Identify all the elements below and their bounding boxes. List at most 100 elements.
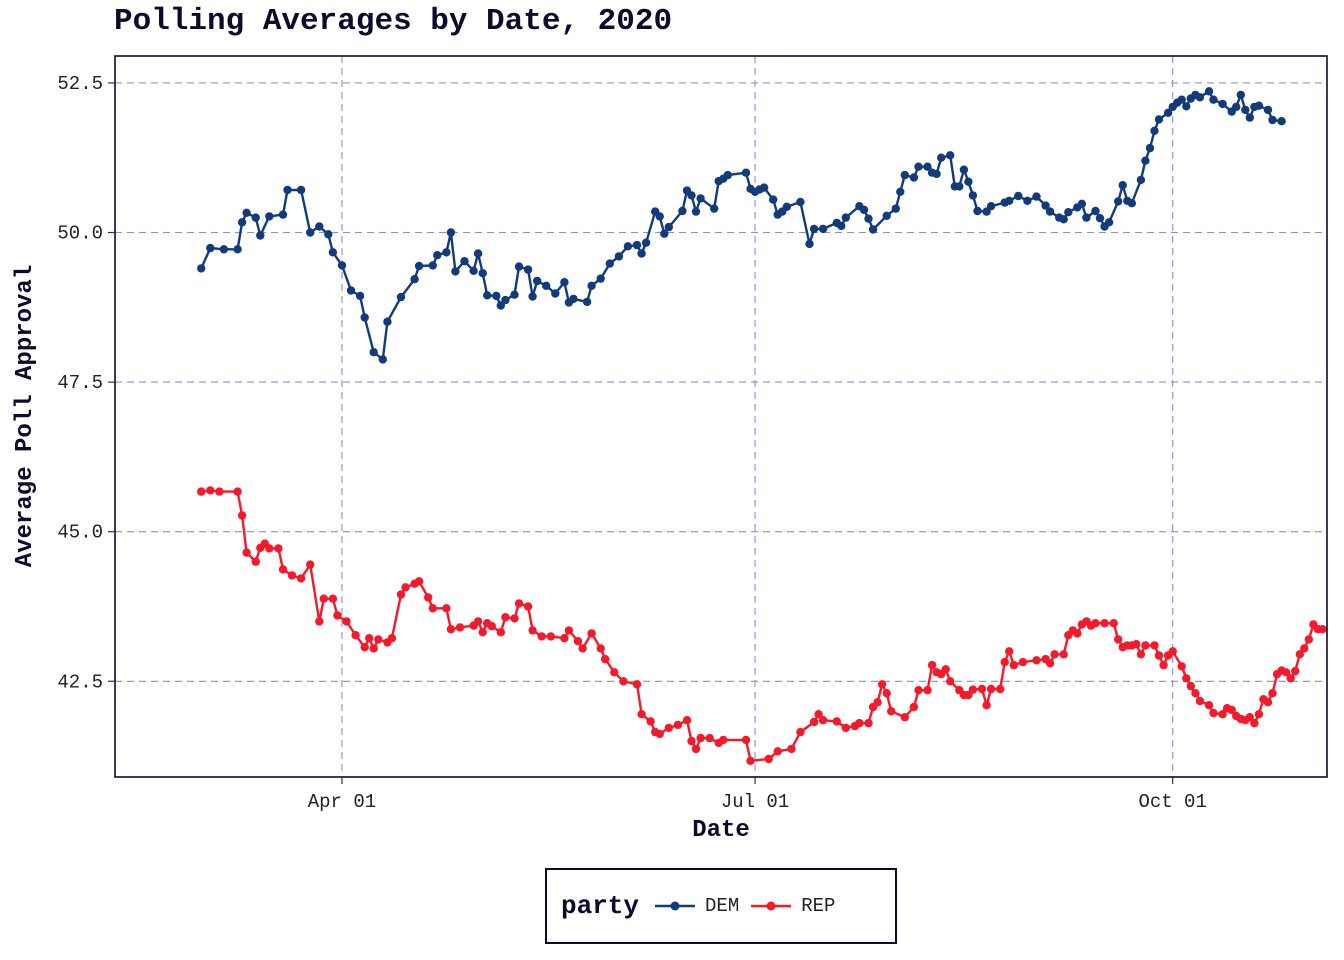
data-point-rep: [673, 720, 683, 730]
data-point-dem: [932, 169, 941, 179]
data-point-rep: [360, 643, 369, 652]
data-point-dem: [433, 251, 442, 260]
data-point-dem: [1045, 207, 1055, 216]
data-point-rep: [206, 486, 215, 495]
data-point-dem: [383, 317, 392, 326]
data-point-rep: [523, 602, 533, 611]
data-point-rep: [818, 716, 828, 725]
data-point-rep: [1159, 660, 1168, 670]
data-point-dem: [1064, 208, 1073, 217]
data-point-rep: [1136, 650, 1146, 659]
data-point-rep: [1191, 689, 1200, 698]
data-point-dem: [1023, 196, 1032, 205]
legend-item-rep: REP: [749, 895, 835, 917]
data-point-dem: [1218, 99, 1227, 109]
data-point-dem: [1163, 108, 1173, 118]
data-point-rep: [265, 544, 274, 553]
data-point-rep: [446, 625, 456, 634]
data-point-dem: [569, 294, 578, 304]
data-point-rep: [855, 718, 864, 728]
data-point-rep: [1059, 650, 1068, 659]
data-point-dem: [1114, 197, 1123, 206]
data-point-rep: [374, 635, 383, 644]
data-point-dem: [596, 274, 605, 283]
data-point-dem: [710, 204, 719, 213]
data-point-dem: [1082, 213, 1091, 222]
data-point-dem: [655, 212, 664, 221]
data-point-dem: [428, 261, 437, 270]
data-point-rep: [773, 747, 782, 756]
data-point-rep: [319, 594, 328, 603]
data-point-rep: [982, 701, 991, 710]
data-point-dem: [946, 151, 955, 160]
data-point-dem: [328, 248, 338, 257]
data-point-rep: [986, 684, 996, 694]
data-point-rep: [1032, 656, 1041, 665]
data-point-rep: [578, 644, 587, 653]
data-point-rep: [1295, 650, 1305, 659]
data-point-rep: [1186, 681, 1196, 691]
data-point-rep: [1209, 708, 1218, 718]
series-lines: [197, 87, 1327, 765]
data-point-dem: [1041, 201, 1050, 210]
data-point-dem: [1209, 95, 1218, 104]
data-point-dem: [759, 183, 769, 192]
data-point-rep: [873, 698, 882, 707]
data-point-dem: [696, 194, 705, 203]
data-point-dem: [460, 257, 469, 266]
data-point-rep: [1073, 629, 1082, 638]
data-point-rep: [1250, 718, 1259, 728]
data-point-dem: [1263, 105, 1273, 115]
data-point-rep: [510, 614, 519, 623]
data-point-rep: [841, 723, 850, 733]
data-point-rep: [1204, 701, 1214, 710]
data-point-rep: [682, 716, 692, 725]
data-point-rep: [478, 628, 487, 637]
data-point-dem: [1150, 126, 1159, 135]
data-point-dem: [446, 228, 456, 237]
data-point-rep: [496, 628, 505, 637]
data-point-rep: [746, 756, 755, 765]
legend-label-rep: REP: [801, 895, 836, 917]
data-point-dem: [691, 207, 701, 216]
data-point-rep: [1218, 710, 1227, 719]
data-point-rep: [1291, 666, 1300, 676]
data-point-rep: [809, 717, 819, 727]
data-point-rep: [560, 634, 569, 643]
data-point-dem: [1268, 115, 1277, 125]
data-point-rep: [1018, 657, 1028, 667]
grid-lines: [115, 56, 1327, 777]
data-point-dem: [265, 212, 274, 221]
data-point-dem: [923, 162, 932, 171]
legend-title: party: [561, 891, 640, 921]
data-point-dem: [469, 266, 478, 275]
data-point-rep: [1318, 625, 1327, 634]
data-point-rep: [619, 677, 628, 686]
data-point-rep: [655, 729, 664, 739]
data-point-dem: [473, 249, 483, 258]
data-point-dem: [1195, 93, 1205, 102]
data-point-rep: [333, 611, 342, 620]
data-point-dem: [632, 240, 642, 250]
data-point-dem: [242, 208, 251, 217]
data-point-rep: [1009, 660, 1018, 670]
data-point-rep: [996, 684, 1005, 694]
data-point-dem: [900, 170, 909, 180]
data-point-rep: [537, 632, 546, 641]
legend-key-dem: [655, 901, 696, 911]
data-point-dem: [1236, 90, 1246, 100]
y-tick-label: 47.5: [57, 372, 103, 394]
data-point-dem: [1014, 191, 1023, 201]
y-tick-label: 42.5: [57, 671, 103, 693]
data-point-rep: [1300, 644, 1309, 653]
data-point-rep: [487, 622, 496, 631]
data-point-rep: [1154, 651, 1164, 660]
data-point-rep: [696, 733, 705, 743]
data-point-rep: [401, 583, 410, 592]
data-point-rep: [1150, 641, 1159, 650]
data-point-dem: [986, 202, 996, 211]
data-point-rep: [365, 634, 374, 643]
data-point-dem: [859, 205, 869, 214]
data-point-rep: [637, 710, 646, 719]
legend-key-rep: [751, 901, 792, 911]
